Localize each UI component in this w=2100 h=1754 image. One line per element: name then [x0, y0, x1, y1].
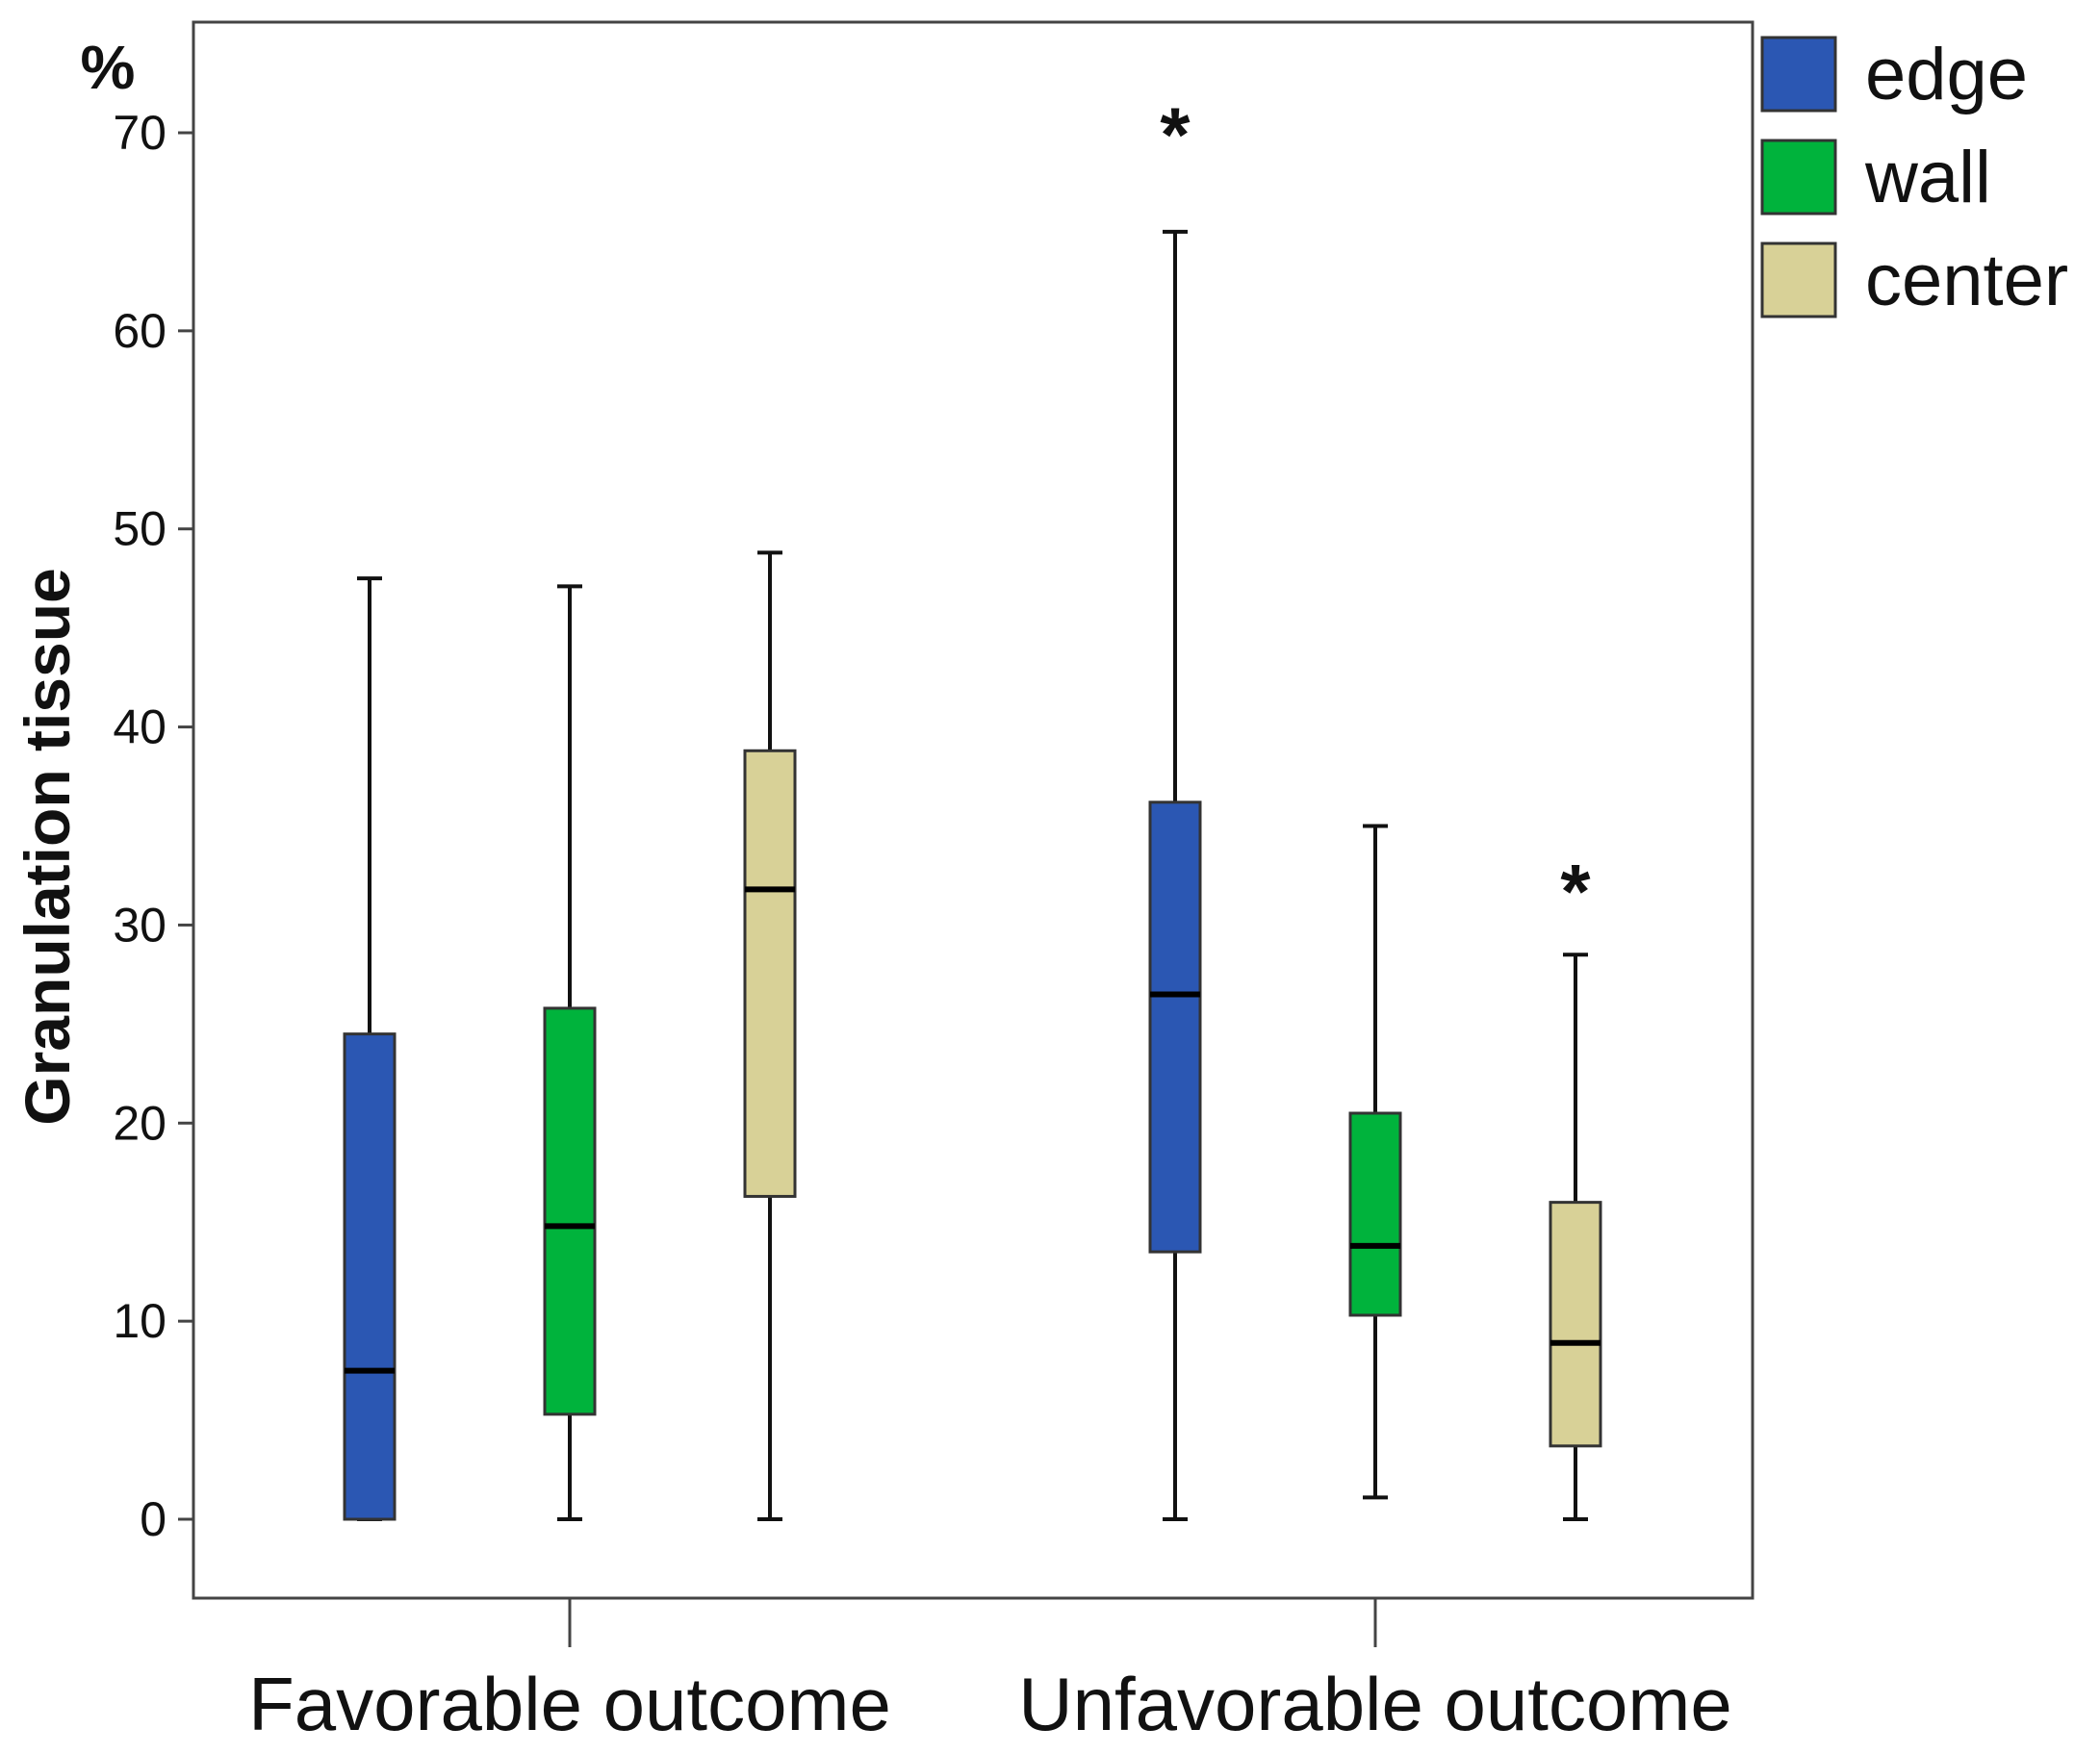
box-iqr [1148, 801, 1202, 1254]
x-category-label: Unfavorable outcome [1018, 1662, 1731, 1746]
legend-label-edge: edge [1865, 34, 2028, 115]
box-iqr [743, 749, 797, 1198]
box-iqr [343, 1032, 397, 1521]
box-iqr [543, 1006, 597, 1416]
box-wall [543, 584, 597, 1521]
box-plots: ** [343, 92, 1602, 1521]
box-wall [1348, 824, 1402, 1500]
plot-area [192, 20, 1754, 1600]
y-unit-label: % [81, 33, 136, 102]
legend-swatch-center [1760, 241, 1837, 318]
outlier-marker: * [1160, 92, 1191, 178]
y-axis-title: Granulation tissue [12, 568, 83, 1125]
y-tick-label: 40 [113, 700, 166, 754]
box-center: * [1549, 849, 1602, 1521]
y-tick-label: 70 [113, 106, 166, 160]
legend-label-wall: wall [1864, 137, 1991, 218]
legend: edge wall center [1760, 34, 2068, 321]
box-edge [343, 576, 397, 1521]
x-axis-categories: Favorable outcome Unfavorable outcome [248, 1598, 1732, 1746]
y-tick-label: 10 [113, 1294, 166, 1348]
y-tick-label: 20 [113, 1096, 166, 1150]
legend-swatch-edge [1760, 36, 1837, 113]
y-tick-label: 60 [113, 304, 166, 358]
y-tick-label: 0 [140, 1492, 166, 1546]
y-tick-label: 30 [113, 898, 166, 952]
legend-label-center: center [1865, 240, 2068, 321]
outlier-marker: * [1560, 849, 1591, 934]
x-category-label: Favorable outcome [248, 1662, 891, 1746]
box-center [743, 550, 797, 1521]
box-edge: * [1148, 92, 1202, 1521]
box-iqr [1549, 1201, 1602, 1448]
legend-swatch-wall [1760, 139, 1837, 216]
y-tick-label: 50 [113, 502, 166, 556]
box-iqr [1348, 1111, 1402, 1317]
y-axis-ticks: 0 10 20 30 40 50 60 70 [113, 106, 193, 1546]
